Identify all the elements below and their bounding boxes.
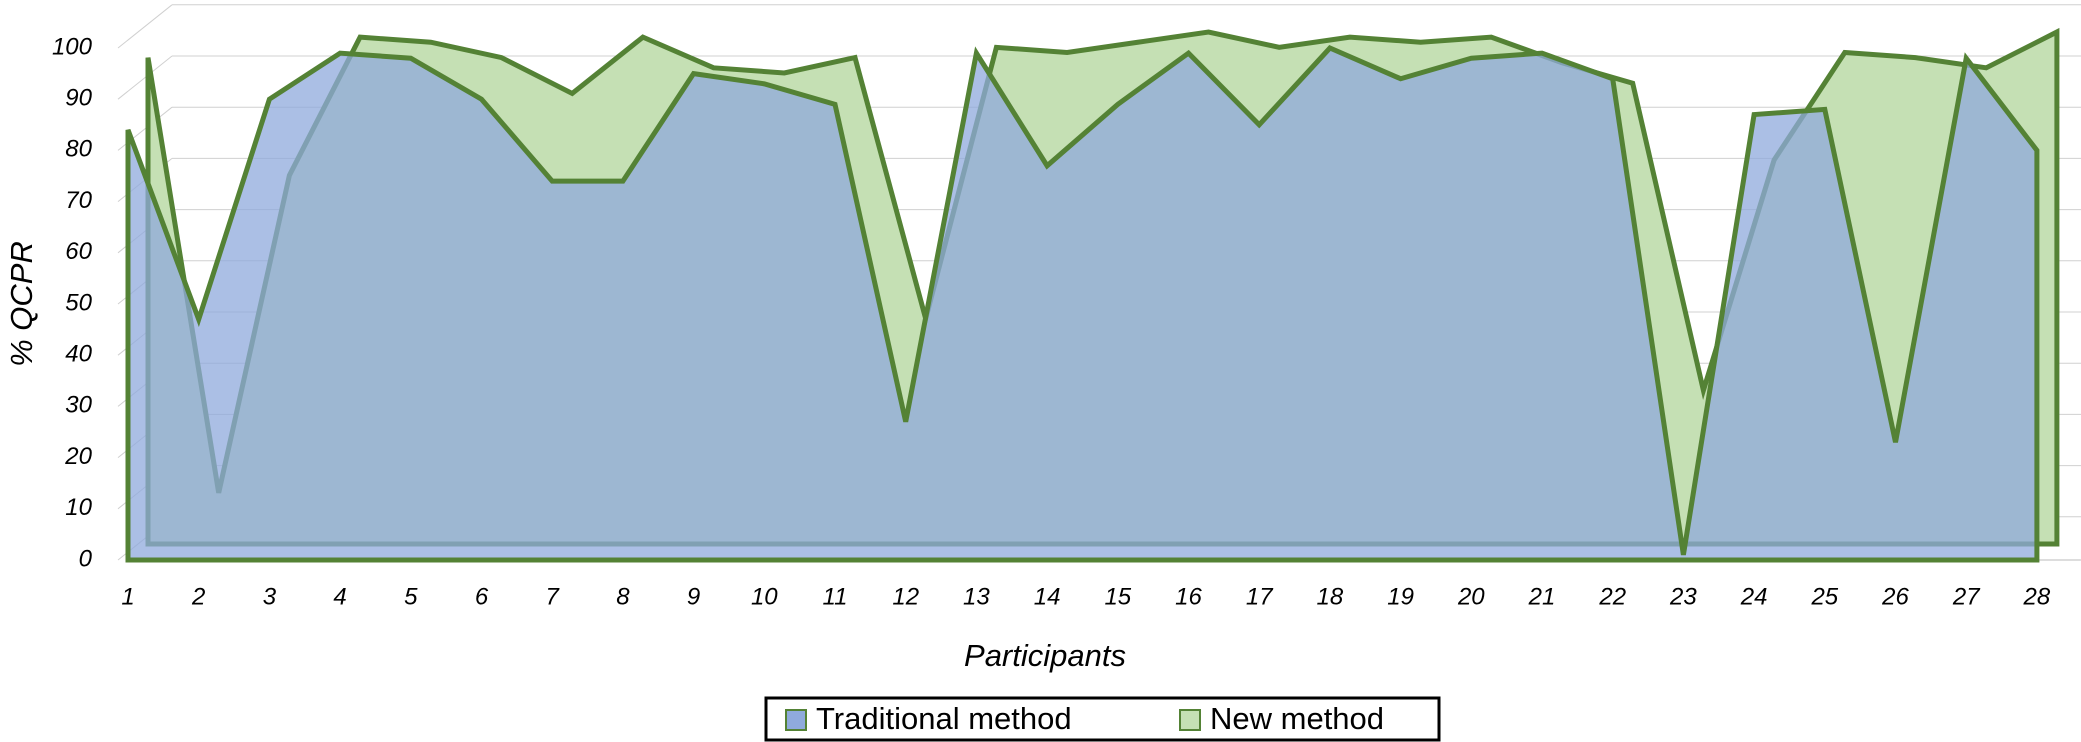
x-tick-label: 4 — [333, 583, 346, 610]
legend-label: New method — [1210, 701, 1384, 736]
x-tick-label: 21 — [1528, 583, 1556, 610]
y-tick-label: 60 — [65, 238, 92, 265]
legend-label: Traditional method — [816, 701, 1072, 736]
x-tick-label: 24 — [1740, 583, 1768, 610]
area-0 — [125, 44, 2040, 563]
x-tick-label: 25 — [1810, 583, 1838, 610]
x-tick-label: 13 — [963, 583, 990, 610]
x-tick-label: 18 — [1317, 583, 1344, 610]
x-tick-label: 6 — [475, 583, 489, 610]
y-tick-label: 70 — [65, 187, 92, 214]
x-tick-label: 27 — [1952, 583, 1981, 610]
grid-line — [117, 4, 173, 49]
x-tick-label: 28 — [2023, 583, 2051, 610]
x-tick-label: 20 — [1457, 583, 1485, 610]
x-tick-label: 14 — [1034, 583, 1061, 610]
x-tick-label: 3 — [263, 583, 277, 610]
x-tick-label: 7 — [546, 583, 561, 610]
legend-swatch — [785, 709, 807, 731]
x-tick-label: 16 — [1175, 583, 1202, 610]
grid-line — [117, 55, 173, 100]
x-tick-label: 1 — [121, 583, 134, 610]
x-tick-label: 9 — [687, 583, 700, 610]
legend-swatch — [1179, 709, 1201, 731]
y-tick-label: 80 — [65, 136, 92, 163]
y-axis-title: % QCPR — [4, 241, 39, 367]
x-tick-label: 12 — [892, 583, 919, 610]
y-tick-label: 0 — [79, 545, 93, 572]
y-tick-label: 100 — [52, 33, 93, 60]
y-tick-label: 10 — [65, 494, 92, 521]
x-tick-label: 15 — [1104, 583, 1131, 610]
x-axis-title: Participants — [964, 638, 1126, 673]
y-tick-label: 40 — [65, 341, 92, 368]
x-tick-label: 8 — [616, 583, 630, 610]
y-tick-label: 50 — [65, 289, 92, 316]
x-tick-label: 22 — [1598, 583, 1626, 610]
x-tick-label: 10 — [751, 583, 778, 610]
y-tick-label: 90 — [65, 85, 92, 112]
x-tick-label: 23 — [1669, 583, 1697, 610]
x-tick-label: 11 — [823, 583, 848, 610]
x-tick-label: 26 — [1881, 583, 1909, 610]
legend-box — [764, 696, 1441, 742]
x-tick-label: 2 — [191, 583, 205, 610]
x-tick-label: 17 — [1246, 583, 1274, 610]
y-tick-label: 30 — [65, 392, 92, 419]
x-tick-label: 19 — [1387, 583, 1414, 610]
x-tick-label: 5 — [404, 583, 418, 610]
y-tick-label: 20 — [64, 443, 92, 470]
